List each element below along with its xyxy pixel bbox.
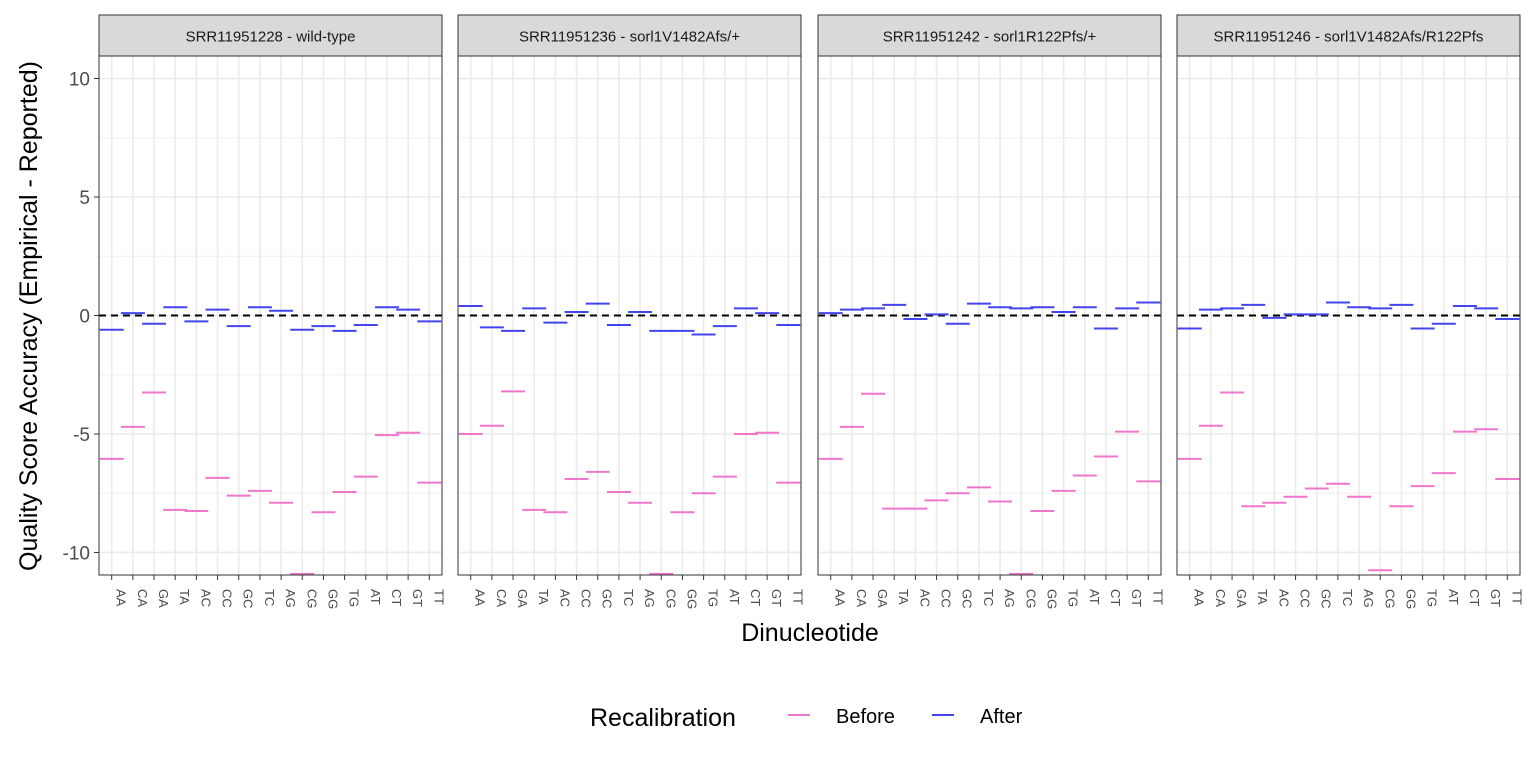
x-tick-label: AC <box>917 589 932 607</box>
legend: Recalibration Before After <box>590 704 1023 732</box>
x-axis-title: Dinucleotide <box>741 619 879 647</box>
y-tick-label: 10 <box>69 70 90 91</box>
x-tick-label: CG <box>1382 589 1397 609</box>
x-tick-label: CA <box>1213 589 1228 607</box>
x-tick-label: CG <box>304 589 319 609</box>
x-tick-label: AG <box>1361 589 1376 608</box>
x-tick-label: GT <box>410 589 425 607</box>
x-tick-label: CG <box>1023 589 1038 609</box>
x-tick-label: CA <box>854 589 869 607</box>
x-tick-label: GG <box>1403 589 1418 609</box>
x-tick-label: GG <box>684 589 699 609</box>
panels: SRR11951228 - wild-type AA CA GA TA AC CC GC TC A… <box>98 14 1524 609</box>
x-tick-label: AC <box>1276 589 1291 607</box>
facet-panel: SRR11951228 - wild-type AA CA GA TA AC CC GC TC A… <box>98 14 446 609</box>
x-tick-label: GG <box>1044 589 1059 609</box>
x-tick-label: CC <box>939 589 954 608</box>
x-tick-label: TA <box>1255 589 1270 605</box>
x-tick-label: AA <box>1192 589 1207 607</box>
x-tick-label: TC <box>981 589 996 606</box>
x-tick-label: GT <box>1488 589 1503 607</box>
x-tick-label: AT <box>727 589 742 605</box>
x-tick-label: TT <box>790 589 805 605</box>
x-tick-label: TT <box>1150 589 1165 605</box>
x-tick-label: GT <box>1129 589 1144 607</box>
x-tick-label: GA <box>156 589 171 608</box>
legend-label-after: After <box>980 706 1023 728</box>
x-tick-label: GA <box>875 589 890 608</box>
legend-title: Recalibration <box>590 704 736 732</box>
x-tick-label: TC <box>262 589 277 606</box>
x-tick-label: TT <box>431 589 446 605</box>
x-tick-label: TG <box>1425 589 1440 607</box>
facet-strip <box>98 14 443 57</box>
x-tick-label: AC <box>557 589 572 607</box>
x-tick-label: AT <box>1446 589 1461 605</box>
x-tick-label: GC <box>600 589 615 609</box>
y-tick-label: 5 <box>79 188 90 209</box>
x-tick-label: AG <box>1002 589 1017 608</box>
x-tick-label: CC <box>579 589 594 608</box>
x-tick-label: CA <box>135 589 150 607</box>
y-tick-label: -5 <box>73 425 90 446</box>
x-tick-label: CG <box>663 589 678 609</box>
panel-border <box>1176 55 1521 576</box>
x-tick-label: AA <box>114 589 129 607</box>
y-axis-title: Quality Score Accuracy (Empirical - Repo… <box>15 61 43 571</box>
x-tick-label: CT <box>1108 589 1123 606</box>
x-tick-label: CT <box>389 589 404 606</box>
facet-title: SRR11951246 - sorl1V1482Afs/R122Pfs <box>1214 29 1484 46</box>
facet-panel: SRR11951242 - sorl1R122Pfs/+ AA CA GA TA AC CC… <box>817 14 1165 609</box>
x-tick-label: GA <box>1234 589 1249 608</box>
x-tick-label: TA <box>177 589 192 605</box>
panel-border <box>817 55 1162 576</box>
y-tick-label: -10 <box>63 543 90 564</box>
y-tick-label: 0 <box>79 307 90 328</box>
x-tick-label: AT <box>1087 589 1102 605</box>
facet-title: SRR11951236 - sorl1V1482Afs/+ <box>519 29 740 46</box>
x-tick-label: TA <box>536 589 551 605</box>
x-tick-label: GC <box>241 589 256 609</box>
x-tick-label: TC <box>1340 589 1355 606</box>
panel-border <box>457 55 802 576</box>
facet-strip <box>457 14 802 57</box>
x-tick-label: CC <box>220 589 235 608</box>
facet-panel: SRR11951246 - sorl1V1482Afs/R122Pfs AA CA G… <box>1176 14 1524 609</box>
x-tick-label: GA <box>515 589 530 608</box>
facet-panel: SRR11951236 - sorl1V1482Afs/+ AA CA GA TA AC C… <box>457 14 805 609</box>
x-tick-label: CT <box>748 589 763 606</box>
x-tick-label: CT <box>1467 589 1482 606</box>
x-tick-label: TA <box>896 589 911 605</box>
legend-label-before: Before <box>836 706 895 728</box>
x-tick-label: GC <box>960 589 975 609</box>
x-tick-label: GC <box>1319 589 1334 609</box>
facet-title: SRR11951242 - sorl1R122Pfs/+ <box>883 29 1097 46</box>
x-tick-label: TC <box>621 589 636 606</box>
x-tick-label: GT <box>769 589 784 607</box>
x-tick-label: AG <box>642 589 657 608</box>
facet-title: SRR11951228 - wild-type <box>186 29 356 46</box>
x-tick-label: CA <box>494 589 509 607</box>
x-tick-label: CC <box>1298 589 1313 608</box>
y-axis: 10 5 0 -5 -10 <box>63 70 99 564</box>
x-tick-label: TG <box>347 589 362 607</box>
x-tick-label: TG <box>706 589 721 607</box>
x-tick-label: AA <box>833 589 848 607</box>
x-tick-label: TT <box>1509 589 1524 605</box>
x-tick-label: GG <box>325 589 340 609</box>
x-tick-label: AT <box>368 589 383 605</box>
x-tick-label: AC <box>198 589 213 607</box>
x-tick-label: TG <box>1066 589 1081 607</box>
x-tick-label: AG <box>283 589 298 608</box>
x-tick-label: AA <box>473 589 488 607</box>
facet-strip <box>1176 14 1521 57</box>
